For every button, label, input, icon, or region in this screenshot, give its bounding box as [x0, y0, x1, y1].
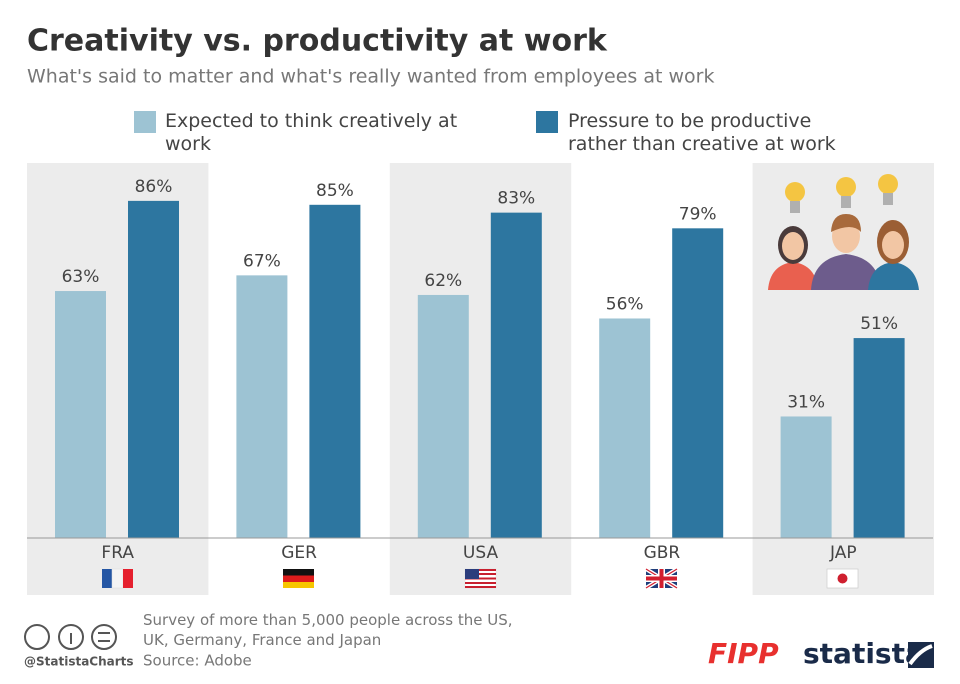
bar — [55, 291, 106, 538]
logo-fipp: FIPP — [708, 637, 779, 670]
chart-title: Creativity vs. productivity at work — [27, 24, 608, 59]
statista-mark — [908, 642, 934, 668]
x-tick-label: JAP — [829, 543, 857, 563]
data-label: 79% — [679, 204, 717, 224]
flag-jap — [826, 568, 859, 589]
legend-label: Pressure to be productive rather than cr… — [568, 110, 836, 155]
bar — [417, 294, 469, 538]
data-label: 63% — [62, 267, 100, 287]
bar — [599, 318, 651, 538]
data-label: 85% — [316, 181, 354, 201]
flag-gbr — [644, 567, 679, 590]
data-label: 56% — [606, 294, 644, 314]
bar — [490, 212, 542, 538]
legend-swatch — [536, 111, 558, 133]
flag-fra — [102, 568, 133, 589]
x-tick-label: GBR — [644, 543, 681, 563]
data-label: 83% — [497, 189, 535, 209]
data-label: 51% — [860, 314, 898, 334]
flag-usa — [464, 568, 497, 589]
source: Source: Adobe — [143, 652, 252, 670]
data-label: 86% — [135, 177, 173, 197]
note: Survey of more than 5,000 people across … — [143, 611, 513, 649]
bar — [672, 228, 724, 538]
bar — [128, 200, 179, 538]
data-label: 62% — [424, 271, 462, 291]
x-tick-label: GER — [281, 543, 317, 563]
bar — [236, 275, 288, 538]
bar — [853, 338, 905, 538]
panel — [27, 163, 209, 595]
x-tick-label: FRA — [101, 543, 134, 563]
flag-ger — [283, 569, 314, 588]
logo-statista: statista — [803, 637, 924, 670]
legend-label: Expected to think creatively at work — [165, 110, 458, 155]
x-tick-label: USA — [463, 543, 499, 563]
data-label: 67% — [243, 251, 281, 271]
people-illustration — [768, 174, 919, 290]
data-label: 31% — [787, 392, 825, 412]
bar — [309, 204, 361, 539]
handle: @StatistaCharts — [24, 655, 134, 669]
bar — [780, 416, 832, 538]
panel — [389, 163, 572, 595]
license-icons — [24, 624, 117, 650]
chart-subtitle: What's said to matter and what's really … — [27, 66, 714, 88]
legend-swatch — [134, 111, 156, 133]
